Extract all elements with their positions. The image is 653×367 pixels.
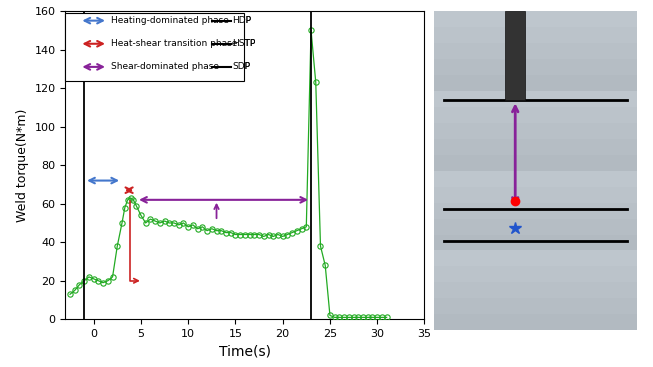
Bar — [434, 314, 637, 330]
Bar — [434, 187, 637, 203]
Bar — [434, 43, 637, 59]
Bar — [434, 266, 637, 283]
Text: HDP: HDP — [232, 16, 251, 25]
Bar — [434, 91, 637, 107]
Bar — [434, 203, 637, 218]
Text: Heating-dominated phase: Heating-dominated phase — [110, 16, 229, 25]
X-axis label: Time(s): Time(s) — [219, 345, 271, 359]
Y-axis label: Weld torque(N*m): Weld torque(N*m) — [16, 109, 29, 222]
Text: Heating-dominated phase: Heating-dominated phase — [110, 16, 229, 25]
Bar — [505, 11, 526, 101]
Text: Shear-dominated phase: Shear-dominated phase — [110, 62, 219, 72]
Bar — [434, 171, 637, 186]
Bar — [434, 283, 637, 298]
Bar — [434, 11, 637, 27]
Text: HSTP: HSTP — [232, 39, 256, 48]
Bar — [434, 155, 637, 171]
Bar — [434, 139, 637, 155]
Bar — [434, 218, 637, 235]
Text: Heat-shear transition phase: Heat-shear transition phase — [110, 39, 237, 48]
Text: SDP: SDP — [232, 62, 251, 72]
Text: SDP: SDP — [232, 62, 251, 72]
Text: HDP: HDP — [232, 16, 251, 25]
FancyBboxPatch shape — [65, 12, 244, 81]
Bar — [434, 250, 637, 266]
Bar — [434, 298, 637, 314]
Bar — [434, 59, 637, 75]
Text: Shear-dominated phase: Shear-dominated phase — [110, 62, 219, 72]
Text: HSTP: HSTP — [232, 39, 256, 48]
Bar — [434, 75, 637, 91]
Bar — [434, 235, 637, 250]
Bar — [434, 27, 637, 43]
Text: Heat-shear transition phase: Heat-shear transition phase — [110, 39, 237, 48]
Bar — [434, 123, 637, 139]
Bar — [434, 107, 637, 123]
